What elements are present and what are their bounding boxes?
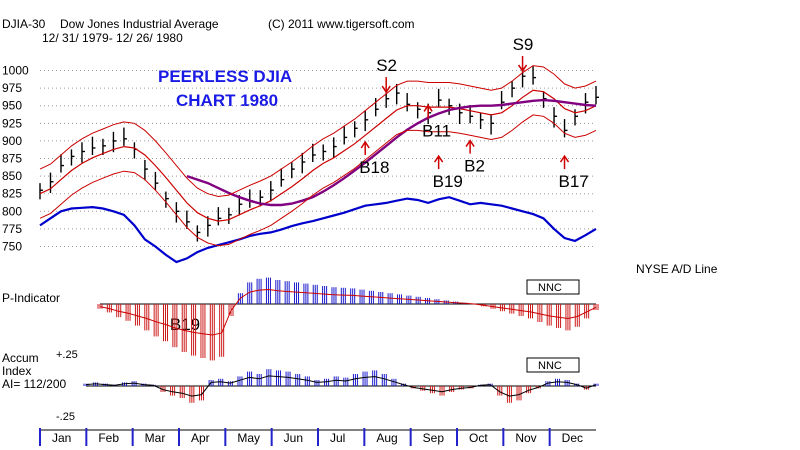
y-tick-975: 975 bbox=[2, 81, 22, 95]
signal-label-b19-pind: B19 bbox=[170, 315, 200, 334]
month-label-jun: Jun bbox=[284, 431, 303, 445]
price-bars bbox=[39, 66, 599, 242]
chart-copyright: (C) 2011 www.tigersoft.com bbox=[268, 17, 415, 31]
y-axis-ticks: 1000 975 950 925 900 875 850 825 800 775 750 bbox=[2, 64, 29, 254]
accum-label-line-1: Accum bbox=[2, 351, 39, 365]
p-indicator-ma-line bbox=[99, 288, 597, 336]
month-label-mar: Mar bbox=[145, 431, 166, 445]
accum-ai-text: AI= 112/200 bbox=[2, 377, 66, 391]
signal-label-b17-6: B17 bbox=[559, 172, 589, 191]
accum-ma-line bbox=[85, 375, 597, 397]
y-tick-1000: 1000 bbox=[2, 64, 29, 78]
accum-tick-plus: +.25 bbox=[56, 349, 78, 361]
signal-arrowhead-5 bbox=[465, 139, 475, 148]
series-line-65-day-ma bbox=[186, 98, 597, 207]
y-tick-825: 825 bbox=[2, 187, 22, 201]
series-line-nyse-a-d-line bbox=[39, 196, 597, 264]
chart-index-name: Dow Jones Industrial Average bbox=[60, 17, 219, 31]
accum-nnc-badge bbox=[526, 357, 580, 373]
month-label-nov: Nov bbox=[515, 431, 536, 445]
y-tick-775: 775 bbox=[2, 222, 22, 236]
y-tick-850: 850 bbox=[2, 169, 22, 183]
signal-arrowhead-4 bbox=[434, 154, 444, 163]
month-label-aug: Aug bbox=[376, 431, 397, 445]
y-tick-750: 750 bbox=[2, 239, 22, 253]
p-indicator-nnc-text: NNC bbox=[538, 282, 562, 294]
month-axis: Jan Feb Mar Apr May Jun Jul Aug Sep Oct Nov Dec bbox=[39, 428, 596, 446]
y-tick-800: 800 bbox=[2, 204, 22, 218]
month-label-jul: Jul bbox=[330, 431, 345, 445]
p-indicator-label: P-Indicator bbox=[2, 291, 60, 305]
signal-label-b19-4: B19 bbox=[433, 172, 463, 191]
signal-label-b18-2: B18 bbox=[359, 158, 389, 177]
accum-nnc-text: NNC bbox=[538, 360, 562, 372]
signal-label-s9: S9 bbox=[513, 35, 534, 54]
month-label-jan: Jan bbox=[52, 431, 71, 445]
signal-arrowhead-1 bbox=[517, 64, 528, 73]
y-tick-950: 950 bbox=[2, 99, 22, 113]
month-label-dec: Dec bbox=[562, 431, 583, 445]
signal-arrowhead-0 bbox=[381, 85, 391, 94]
accum-index-bars bbox=[83, 369, 599, 403]
chart-title-line-2: CHART 1980 bbox=[176, 91, 278, 110]
month-label-may: May bbox=[237, 431, 260, 445]
signal-arrowhead-2 bbox=[360, 140, 370, 149]
signal-arrowhead-6 bbox=[559, 154, 570, 163]
band-lower bbox=[39, 114, 597, 247]
chart-title-line-1: PEERLESS DJIA bbox=[158, 67, 292, 86]
series-lines bbox=[39, 65, 597, 264]
accum-label-line-2: Index bbox=[2, 364, 31, 378]
chart-symbol: DJIA-30 bbox=[2, 17, 46, 31]
p-indicator-nnc-badge bbox=[526, 279, 580, 295]
signal-label-b2-5: B2 bbox=[464, 157, 485, 176]
month-label-sep: Sep bbox=[423, 431, 445, 445]
series-line-21-day-ma bbox=[39, 89, 597, 222]
month-label-feb: Feb bbox=[98, 431, 119, 445]
month-label-oct: Oct bbox=[469, 431, 488, 445]
signal-label-s2: S2 bbox=[376, 56, 397, 75]
month-label-apr: Apr bbox=[191, 431, 210, 445]
chart-date-range: 12/ 31/ 1979- 12/ 26/ 1980 bbox=[42, 31, 183, 45]
accum-tick-minus: -.25 bbox=[56, 411, 75, 423]
band-upper bbox=[39, 65, 597, 198]
signal-arrowhead-3 bbox=[423, 104, 433, 112]
y-tick-875: 875 bbox=[2, 152, 22, 166]
y-tick-925: 925 bbox=[2, 116, 22, 130]
ad-line-label: NYSE A/D Line bbox=[636, 262, 718, 276]
y-tick-900: 900 bbox=[2, 134, 22, 148]
p-indicator-bars bbox=[97, 277, 599, 361]
signal-label-b11-3: B11 bbox=[422, 121, 451, 140]
